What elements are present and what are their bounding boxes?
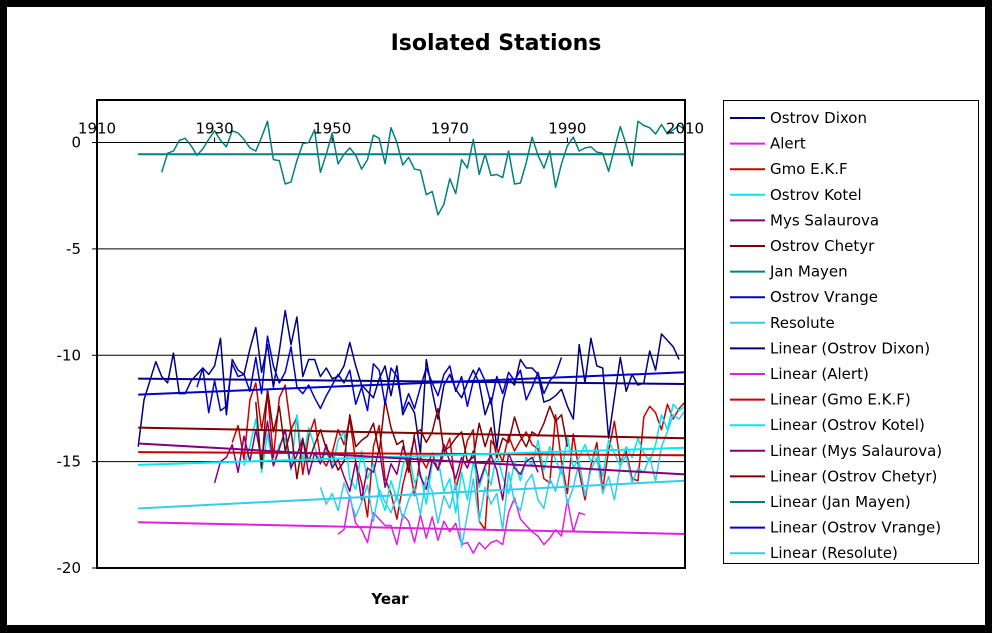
x-tick-label: 1930	[196, 120, 234, 138]
legend-label: Linear (Mys Salaurova)	[770, 442, 942, 460]
gridlines	[97, 142, 685, 569]
y-tick-label: -20	[57, 559, 82, 577]
y-tick-label: -5	[66, 240, 81, 258]
legend-label: Alert	[770, 135, 806, 153]
legend-label: Ostrov Chetyr	[770, 237, 875, 255]
legend-label: Ostrov Dixon	[770, 109, 867, 127]
trendline-4	[138, 442, 686, 476]
legend-label: Linear (Ostrov Kotel)	[770, 416, 925, 434]
trendline-2	[138, 451, 686, 457]
legend-label: Linear (Gmo E.K.F)	[770, 391, 911, 409]
x-tick-label: 1970	[431, 120, 469, 138]
x-tick-label: 1990	[548, 120, 586, 138]
legend-label: Ostrov Kotel	[770, 186, 862, 204]
trendline-8	[138, 479, 686, 510]
trendline-5	[138, 426, 686, 440]
legend-label: Gmo E.K.F	[770, 160, 848, 178]
series-line-3	[243, 403, 686, 514]
legend-label: Linear (Ostrov Vrange)	[770, 519, 941, 537]
legend-label: Linear (Ostrov Dixon)	[770, 339, 930, 357]
trendline-3	[138, 446, 686, 466]
trendline-7	[138, 371, 686, 396]
chart-title: Isolated Stations	[391, 31, 602, 56]
legend-label: Resolute	[770, 314, 835, 332]
legend-label: Ostrov Vrange	[770, 288, 878, 306]
y-tick-label: -10	[57, 346, 82, 364]
legend-label: Linear (Resolute)	[770, 544, 898, 562]
legend-label: Linear (Alert)	[770, 365, 869, 383]
series-line-7	[196, 335, 563, 414]
series-group	[137, 120, 686, 554]
series-line-6	[160, 120, 686, 216]
series-line-2	[231, 382, 686, 531]
legend-label: Linear (Ostrov Chetyr)	[770, 467, 937, 485]
series-line-4	[213, 420, 539, 501]
trendline-1	[138, 521, 686, 535]
legend-box	[723, 100, 979, 564]
legend-label: Linear (Jan Mayen)	[770, 493, 911, 511]
y-tick-label: -15	[57, 453, 82, 471]
x-tick-label: 1950	[313, 120, 351, 138]
plot-area-border	[96, 99, 686, 569]
legend: Ostrov Dixon Alert Gmo E.K.F Ostrov Kotel My…	[723, 100, 979, 564]
legend-label: Mys Salaurova	[770, 211, 879, 229]
y-tick-label: 0	[71, 134, 81, 152]
legend-label: Jan Mayen	[769, 263, 848, 281]
trendline-0	[138, 377, 686, 385]
x-axis-title: Year	[370, 590, 409, 608]
